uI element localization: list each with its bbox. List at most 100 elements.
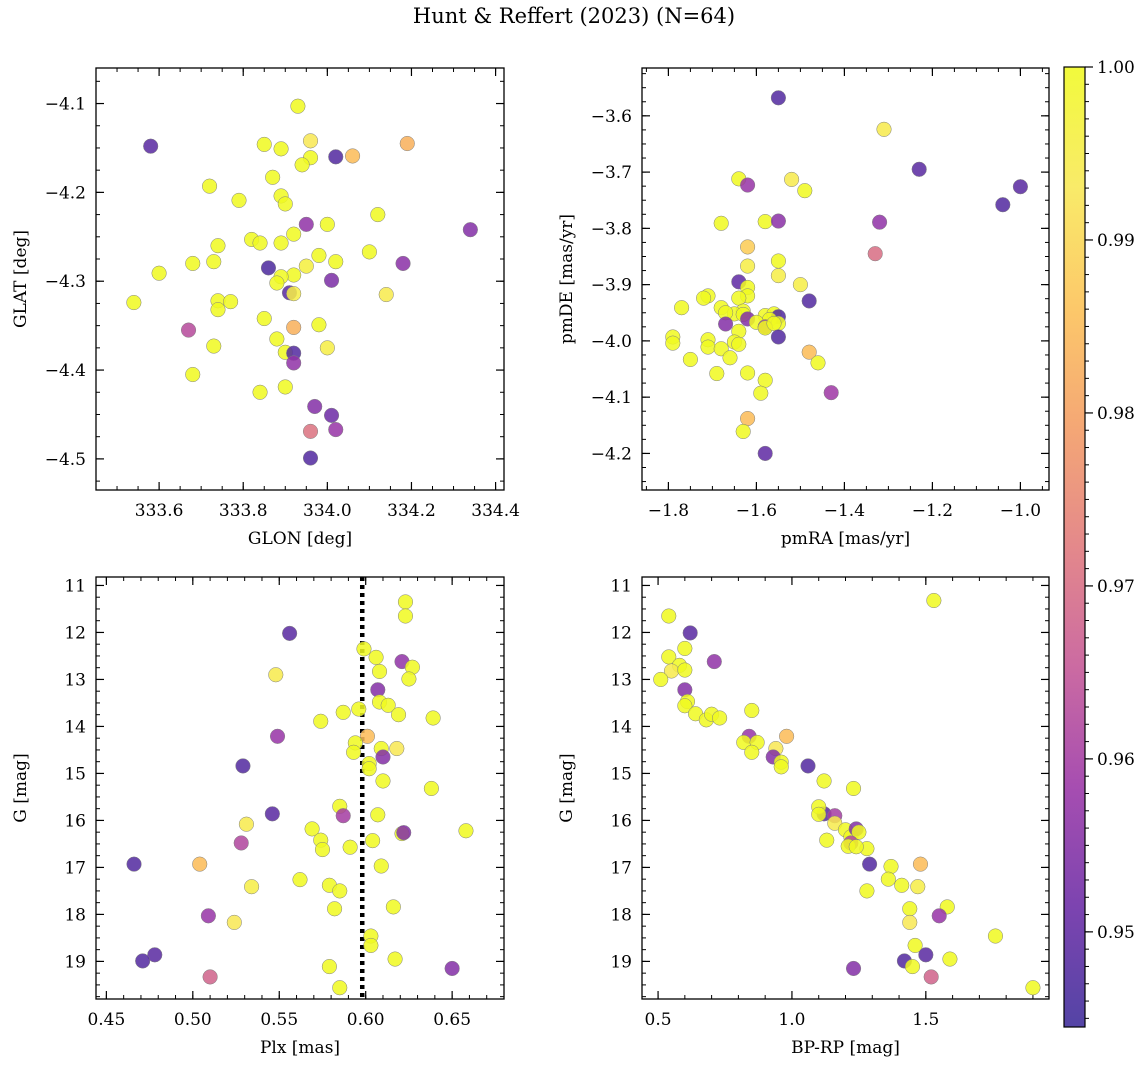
scatter-point <box>713 215 729 231</box>
x-tick-label: 0.45 <box>87 1010 125 1030</box>
scatter-point <box>200 908 216 924</box>
scatter-point <box>1025 980 1041 996</box>
scatter-point <box>206 338 222 354</box>
x-tick-label: 0.5 <box>645 1010 672 1030</box>
scatter-point <box>286 355 302 371</box>
scatter-point <box>740 410 756 427</box>
scatter-point <box>371 663 388 680</box>
scatter-point <box>302 133 319 149</box>
scatter-point <box>682 351 698 368</box>
colorbar-tick-label: 0.99 <box>1097 231 1135 251</box>
x-axis-label: Plx [mas] <box>260 1038 340 1058</box>
scatter-points <box>126 577 474 999</box>
scatter-point <box>1012 179 1028 195</box>
scatter-point <box>328 422 344 438</box>
scatter-point <box>273 235 289 251</box>
scatter-point <box>740 239 756 255</box>
y-tick-label: 17 <box>610 858 632 878</box>
y-axis-label: pmDE [mas/yr] <box>557 214 577 344</box>
scatter-point <box>143 138 159 154</box>
scatter-point <box>907 937 923 953</box>
x-tick-label: 334.2 <box>387 501 436 521</box>
scatter-point <box>757 214 773 230</box>
colorbar-frame <box>1063 66 1086 1028</box>
scatter-point <box>365 833 381 849</box>
panel-plx-g: 0.45 0.50 0.55 0.60 0.65 11 12 13 14 15 16 17 18 19 Pl… <box>11 576 505 1058</box>
scatter-point <box>923 969 939 985</box>
scatter-point <box>361 761 377 777</box>
scatter-point <box>135 953 151 969</box>
scatter-point <box>294 157 310 173</box>
scatter-point <box>332 980 348 996</box>
scatter-point <box>883 858 899 875</box>
scatter-point <box>918 947 934 963</box>
x-tick-label: −1.4 <box>824 501 865 521</box>
scatter-point <box>363 937 379 953</box>
y-tick-label: −3.6 <box>591 107 632 127</box>
y-tick-label: −3.7 <box>591 163 632 183</box>
scatter-point <box>210 238 226 254</box>
scatter-point <box>757 372 773 388</box>
scatter-point <box>902 914 918 930</box>
scatter-point <box>342 839 358 855</box>
scatter-point <box>661 608 677 624</box>
y-tick-label: 11 <box>64 576 86 596</box>
y-tick-label: 18 <box>610 905 632 925</box>
scatter-point <box>709 365 725 382</box>
scatter-point <box>770 268 786 284</box>
scatter-point <box>185 366 201 383</box>
scatter-point <box>269 331 285 347</box>
scatter-point <box>995 197 1011 213</box>
scatter-point <box>911 161 927 177</box>
y-tick-label: 16 <box>64 811 86 831</box>
scatter-point <box>327 901 343 917</box>
scatter-point <box>307 398 323 415</box>
scatter-point <box>286 286 302 302</box>
scatter-point <box>722 350 738 366</box>
scatter-point <box>912 856 929 872</box>
scatter-point <box>731 336 747 352</box>
scatter-point <box>368 649 384 665</box>
scatter-point <box>277 196 293 212</box>
y-tick-label: 18 <box>64 905 86 925</box>
x-axis-label: GLON [deg] <box>248 529 352 549</box>
x-tick-label: 333.6 <box>135 501 184 521</box>
y-tick-label: 14 <box>610 717 632 737</box>
scatter-point <box>397 594 414 610</box>
scatter-point <box>712 710 728 726</box>
scatter-point <box>298 216 314 232</box>
scatter-point <box>356 641 372 657</box>
scatter-point <box>359 728 375 744</box>
x-tick-label: −1.8 <box>648 501 689 521</box>
y-tick-label: −3.9 <box>591 276 632 296</box>
scatter-point <box>731 290 747 306</box>
scatter-point <box>277 379 293 395</box>
scatter-point <box>851 824 867 840</box>
scatter-point <box>423 780 439 797</box>
scatter-point <box>876 121 892 137</box>
scatter-point <box>264 806 280 822</box>
scatter-point <box>674 300 690 316</box>
colorbar: 0.95 0.96 0.97 0.98 0.99 1.00 <box>1063 58 1135 1028</box>
y-axis-label: GLAT [deg] <box>11 230 31 328</box>
scatter-point <box>942 951 958 967</box>
scatter-point <box>766 315 782 332</box>
y-tick-label: 15 <box>64 764 86 784</box>
scatter-point <box>845 960 862 977</box>
scatter-point <box>373 858 389 874</box>
scatter-point <box>269 728 286 744</box>
x-tick-label: 334.0 <box>303 501 352 521</box>
colorbar-gradient <box>1064 67 1085 1027</box>
scatter-point <box>811 806 827 822</box>
scatter-point <box>816 773 832 789</box>
scatter-point <box>286 319 302 335</box>
scatter-point <box>375 773 391 789</box>
scatter-point <box>292 872 308 888</box>
colorbar-tick-label: 0.95 <box>1097 923 1135 943</box>
scatter-point <box>335 808 351 824</box>
scatter-point <box>252 235 268 251</box>
scatter-point <box>773 759 789 775</box>
scatter-point <box>665 335 681 351</box>
y-tick-label: 17 <box>64 858 86 878</box>
scatter-point <box>319 216 335 232</box>
